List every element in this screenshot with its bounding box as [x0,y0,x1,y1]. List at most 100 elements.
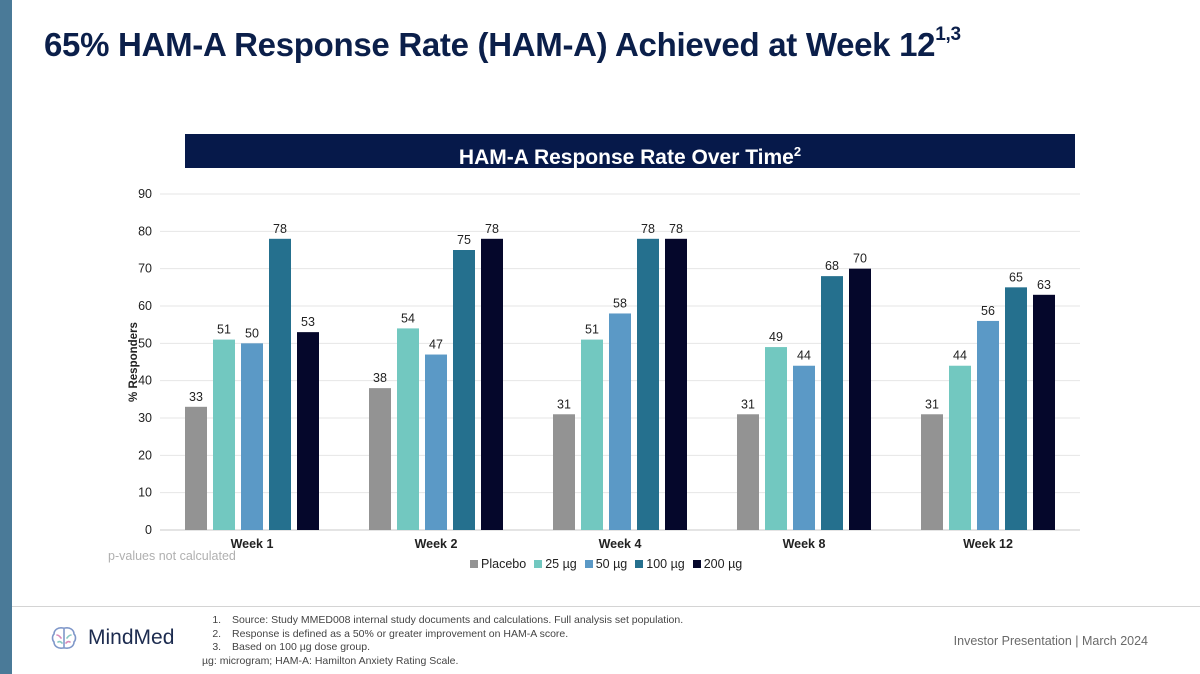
bar-data-label: 53 [301,315,315,329]
legend-label: 50 µg [595,557,628,571]
x-tick-label: Week 1 [231,537,274,551]
bar-data-label: 54 [401,311,415,325]
bar-200-g-week-1 [297,332,319,530]
y-axis-title: % Responders [128,322,140,402]
bar-data-label: 49 [769,330,783,344]
bar-100-g-week-12 [1005,287,1027,530]
bar-data-label: 63 [1037,278,1051,292]
bar-data-label: 38 [373,371,387,385]
footnotes: Source: Study MMED008 internal study doc… [202,614,683,668]
bar-data-label: 51 [585,323,599,337]
bar-50-g-week-12 [977,320,999,530]
bar-data-label: 50 [245,326,259,340]
footnote-3: Based on 100 µg dose group. [224,641,683,655]
y-tick-label: 50 [138,336,152,350]
bar-data-label: 68 [825,259,839,273]
bar-data-label: 51 [217,323,231,337]
bar-data-label: 33 [189,390,203,404]
bar-25-g-week-1 [213,339,235,530]
chart-banner-text: HAM-A Response Rate Over Time [458,146,794,169]
bar-placebo-week-1 [185,406,207,530]
legend-label: 100 µg [646,557,685,571]
x-tick-label: Week 12 [963,537,1013,551]
bar-data-label: 31 [557,397,571,411]
chart-legend: Placebo 25 µg 50 µg 100 µg 200 µg [470,557,742,571]
legend-swatch [470,560,478,568]
legend-item: 100 µg [635,557,685,571]
footnote-2: Response is defined as a 50% or greater … [224,628,683,642]
legend-swatch [635,560,644,568]
bar-25-g-week-2 [397,328,419,530]
bar-100-g-week-2 [453,250,475,530]
bar-data-label: 58 [613,296,627,310]
legend-label: 200 µg [703,557,743,571]
bar-100-g-week-8 [821,276,843,530]
y-tick-label: 20 [138,448,152,462]
bar-50-g-week-2 [425,354,447,530]
bar-data-label: 78 [273,222,287,236]
bar-data-label: 70 [853,252,867,266]
bar-data-label: 56 [981,304,995,318]
y-tick-label: 0 [145,523,152,537]
brain-icon [51,627,77,649]
footer-divider [12,606,1200,607]
logo-wordmark: MindMed [88,626,175,649]
y-tick-label: 70 [138,262,152,276]
bar-200-g-week-8 [849,268,871,530]
y-tick-label: 30 [138,411,152,425]
bar-200-g-week-12 [1033,294,1055,530]
footnote-1: Source: Study MMED008 internal study doc… [224,614,683,628]
bar-data-label: 65 [1009,270,1023,284]
bar-data-label: 44 [797,349,811,363]
bar-50-g-week-1 [241,343,263,530]
bar-data-label: 75 [457,233,471,247]
bar-50-g-week-4 [609,313,631,530]
bar-25-g-week-12 [949,365,971,530]
bar-200-g-week-2 [481,238,503,531]
legend-swatch [534,560,543,568]
bar-100-g-week-4 [637,238,659,531]
legend-label: Placebo [481,557,527,571]
legend-item: 25 µg [534,557,577,571]
abbreviations: µg: microgram; HAM-A: Hamilton Anxiety R… [202,654,459,667]
y-tick-label: 40 [138,374,152,388]
bar-placebo-week-2 [369,388,391,530]
y-tick-label: 10 [138,486,152,500]
legend-item: 200 µg [692,557,743,571]
presentation-label: Investor Presentation | March 2024 [953,634,1148,648]
bar-data-label: 31 [925,397,939,411]
bar-200-g-week-4 [665,238,687,531]
bar-placebo-week-4 [553,414,575,530]
chart-banner-superscript: 2 [793,144,802,159]
bar-data-label: 78 [485,222,499,236]
y-tick-label: 80 [138,224,152,238]
legend-swatch [692,560,701,568]
y-tick-label: 60 [138,299,152,313]
bar-data-label: 78 [669,222,683,236]
bar-25-g-week-8 [765,347,787,530]
bar-placebo-week-8 [737,414,759,530]
bar-data-label: 47 [429,338,443,352]
y-tick-label: 90 [138,187,152,201]
p-value-note: p-values not calculated [108,549,236,563]
bar-data-label: 31 [741,397,755,411]
legend-label: 25 µg [545,557,577,571]
x-tick-label: Week 4 [599,537,642,551]
page-title-text: 65% HAM-A Response Rate (HAM-A) Achieved… [44,26,936,63]
legend-item: Placebo [470,557,526,571]
chart-banner: HAM-A Response Rate Over Time2 [185,134,1075,169]
legend-swatch [584,560,593,568]
bar-data-label: 78 [641,222,655,236]
x-tick-label: Week 2 [415,537,458,551]
bar-50-g-week-8 [793,365,815,530]
bar-25-g-week-4 [581,339,603,530]
mindmed-logo: MindMed [50,624,174,652]
x-tick-label: Week 8 [783,537,826,551]
page-title-superscript: 1,3 [935,24,961,45]
bar-placebo-week-12 [921,414,943,530]
bar-data-label: 44 [953,349,967,363]
bar-100-g-week-1 [269,238,291,531]
left-accent-bar [0,0,12,674]
page-title: 65% HAM-A Response Rate (HAM-A) Achieved… [44,24,961,64]
